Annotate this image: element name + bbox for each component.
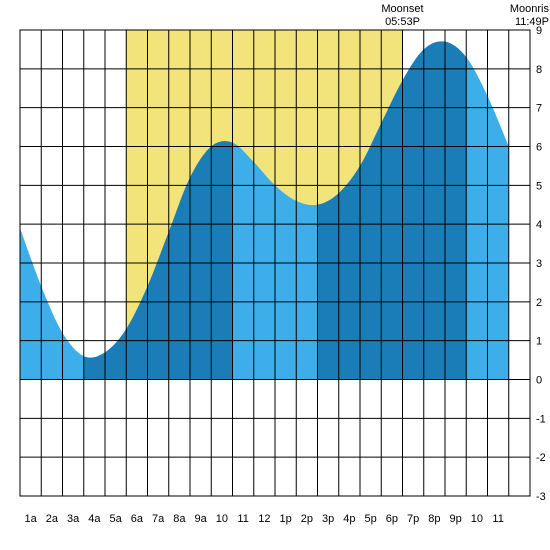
y-tick-label: 5: [536, 180, 542, 192]
x-tick-label: 3a: [67, 513, 80, 525]
chart-svg: -3-2-101234567891a2a3a4a5a6a7a8a9a101112…: [0, 0, 550, 550]
y-tick-label: -3: [536, 491, 546, 503]
x-tick-label: 11: [492, 513, 503, 525]
x-tick-label: 10: [216, 513, 228, 525]
moonset-label: Moonset: [381, 3, 423, 15]
y-tick-label: 0: [536, 375, 542, 387]
tide-chart: -3-2-101234567891a2a3a4a5a6a7a8a9a101112…: [0, 0, 550, 550]
x-tick-label: 9p: [450, 513, 462, 525]
x-tick-label: 11: [237, 513, 248, 525]
y-tick-label: 1: [536, 336, 542, 348]
x-tick-label: 4a: [88, 513, 101, 525]
y-tick-label: 3: [536, 258, 542, 270]
moonset-time: 05:53P: [385, 16, 420, 28]
x-tick-label: 6a: [131, 513, 144, 525]
x-tick-label: 6p: [386, 513, 398, 525]
x-tick-label: 10: [471, 513, 483, 525]
y-tick-label: 2: [536, 297, 542, 309]
y-tick-label: 7: [536, 103, 542, 115]
x-tick-label: 9a: [195, 513, 208, 525]
x-tick-label: 2a: [46, 513, 59, 525]
y-tick-label: 6: [536, 142, 542, 154]
y-tick-label: 4: [536, 219, 542, 231]
x-tick-label: 1p: [280, 513, 292, 525]
y-tick-label: 8: [536, 64, 542, 76]
y-tick-label: -1: [536, 413, 546, 425]
moonrise-time: 11:49P: [515, 16, 549, 28]
x-tick-label: 5p: [365, 513, 377, 525]
x-tick-label: 7p: [407, 513, 419, 525]
x-tick-label: 12: [258, 513, 270, 525]
x-tick-label: 7a: [152, 513, 165, 525]
moonrise-label: Moonris: [510, 3, 550, 15]
x-tick-label: 4p: [343, 513, 355, 525]
x-tick-label: 1a: [25, 513, 38, 525]
x-tick-label: 8p: [428, 513, 440, 525]
x-tick-label: 2p: [301, 513, 313, 525]
y-tick-label: -2: [536, 452, 546, 464]
x-tick-label: 5a: [110, 513, 123, 525]
x-tick-label: 8a: [173, 513, 186, 525]
x-tick-label: 3p: [322, 513, 334, 525]
